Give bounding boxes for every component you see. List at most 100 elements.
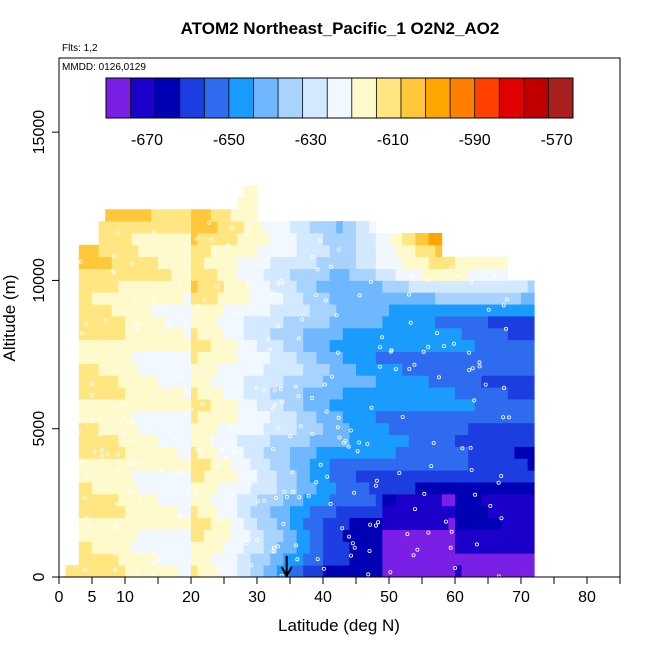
heatmap-cell (263, 565, 271, 578)
heatmap-cell (105, 268, 113, 281)
sample-point (182, 263, 187, 268)
heatmap-cell (375, 327, 383, 341)
heatmap-cell (389, 387, 396, 400)
heatmap-cell (468, 517, 476, 530)
heatmap-cell (521, 363, 528, 376)
heatmap-cell (125, 434, 132, 447)
heatmap-cell (98, 458, 106, 471)
heatmap-cell (184, 209, 192, 222)
heatmap-cell (151, 410, 159, 424)
heatmap-cell (422, 565, 429, 578)
heatmap-cell (389, 410, 396, 424)
colorbar-swatch (106, 78, 131, 118)
heatmap-cell (488, 505, 495, 519)
heatmap-cell (369, 565, 377, 578)
heatmap-cell (105, 316, 113, 329)
heatmap-cell (92, 565, 99, 578)
heatmap-cell (158, 422, 165, 436)
heatmap-cell (210, 458, 218, 471)
sample-point (224, 455, 229, 460)
heatmap-cell (243, 375, 251, 388)
heatmap-cell (177, 541, 185, 554)
heatmap-cell (290, 387, 297, 400)
heatmap-cell (144, 529, 152, 542)
heatmap-cell (323, 387, 330, 400)
heatmap-cell (402, 316, 410, 329)
heatmap-cell (98, 446, 106, 459)
heatmap-cell (395, 256, 403, 269)
heatmap-cell (501, 482, 509, 495)
heatmap-cell (230, 517, 238, 530)
heatmap-cell (164, 280, 172, 293)
heatmap-cell (118, 517, 126, 530)
heatmap-cell (290, 339, 297, 352)
heatmap-cell (276, 375, 284, 388)
sample-point (296, 336, 301, 341)
heatmap-cell (336, 327, 344, 341)
heatmap-cell (270, 327, 278, 341)
heatmap-cell (415, 410, 423, 424)
heatmap-cell (164, 434, 172, 447)
heatmap-cell (158, 232, 165, 246)
heatmap-cell (197, 505, 205, 519)
heatmap-cell (191, 458, 198, 471)
heatmap-cell (481, 553, 489, 566)
heatmap-cell (362, 292, 370, 305)
heatmap-cell (455, 446, 462, 459)
sample-point (334, 313, 339, 318)
heatmap-cell (144, 304, 152, 317)
heatmap-cell (237, 458, 245, 471)
heatmap-cell (422, 553, 429, 566)
heatmap-cell (191, 482, 198, 495)
heatmap-cell (177, 446, 185, 459)
heatmap-cell (210, 256, 218, 269)
marker-arrow-head (280, 566, 293, 579)
heatmap-cell (507, 458, 515, 471)
heatmap-cell (250, 541, 258, 554)
heatmap-cell (395, 327, 403, 341)
heatmap-cell (481, 327, 489, 341)
heatmap-cell (164, 565, 172, 578)
heatmap-cell (257, 221, 264, 234)
heatmap-cell (237, 446, 245, 459)
heatmap-cell (461, 410, 469, 424)
heatmap-cell (375, 268, 383, 281)
heatmap-cell (197, 209, 205, 222)
heatmap-cell (224, 268, 231, 281)
heatmap-cell (362, 256, 370, 269)
heatmap-cell (184, 256, 192, 269)
sample-point (472, 398, 477, 403)
sample-point (194, 236, 199, 241)
heatmap-cell (369, 410, 377, 424)
heatmap-cell (415, 256, 423, 269)
heatmap-cell (428, 482, 436, 495)
heatmap-cell (428, 327, 436, 341)
heatmap-cell (158, 565, 165, 578)
x-tick-label: 0 (55, 589, 64, 606)
heatmap-cell (494, 529, 502, 542)
heatmap-cell (382, 565, 390, 578)
heatmap-cell (501, 339, 509, 352)
heatmap-cell (224, 221, 231, 234)
heatmap-cell (270, 399, 278, 412)
heatmap-cell (309, 351, 317, 364)
heatmap-cell (105, 351, 113, 364)
heatmap-cell (474, 493, 482, 507)
heatmap-cell (375, 529, 383, 542)
heatmap-cell (369, 304, 377, 317)
heatmap-cell (217, 505, 225, 519)
heatmap-cell (342, 517, 350, 530)
heatmap-cell (164, 553, 172, 566)
heatmap-cell (349, 232, 357, 246)
heatmap-cell (428, 505, 436, 519)
heatmap-cell (316, 339, 324, 352)
heatmap-cell (105, 493, 113, 507)
heatmap-cell (362, 316, 370, 329)
heatmap-cell (85, 304, 93, 317)
heatmap-cell (158, 493, 165, 507)
heatmap-cell (395, 387, 403, 400)
heatmap-cell (448, 304, 456, 317)
heatmap-cell (98, 292, 106, 305)
heatmap-cell (263, 244, 271, 258)
heatmap-cell (191, 422, 198, 436)
